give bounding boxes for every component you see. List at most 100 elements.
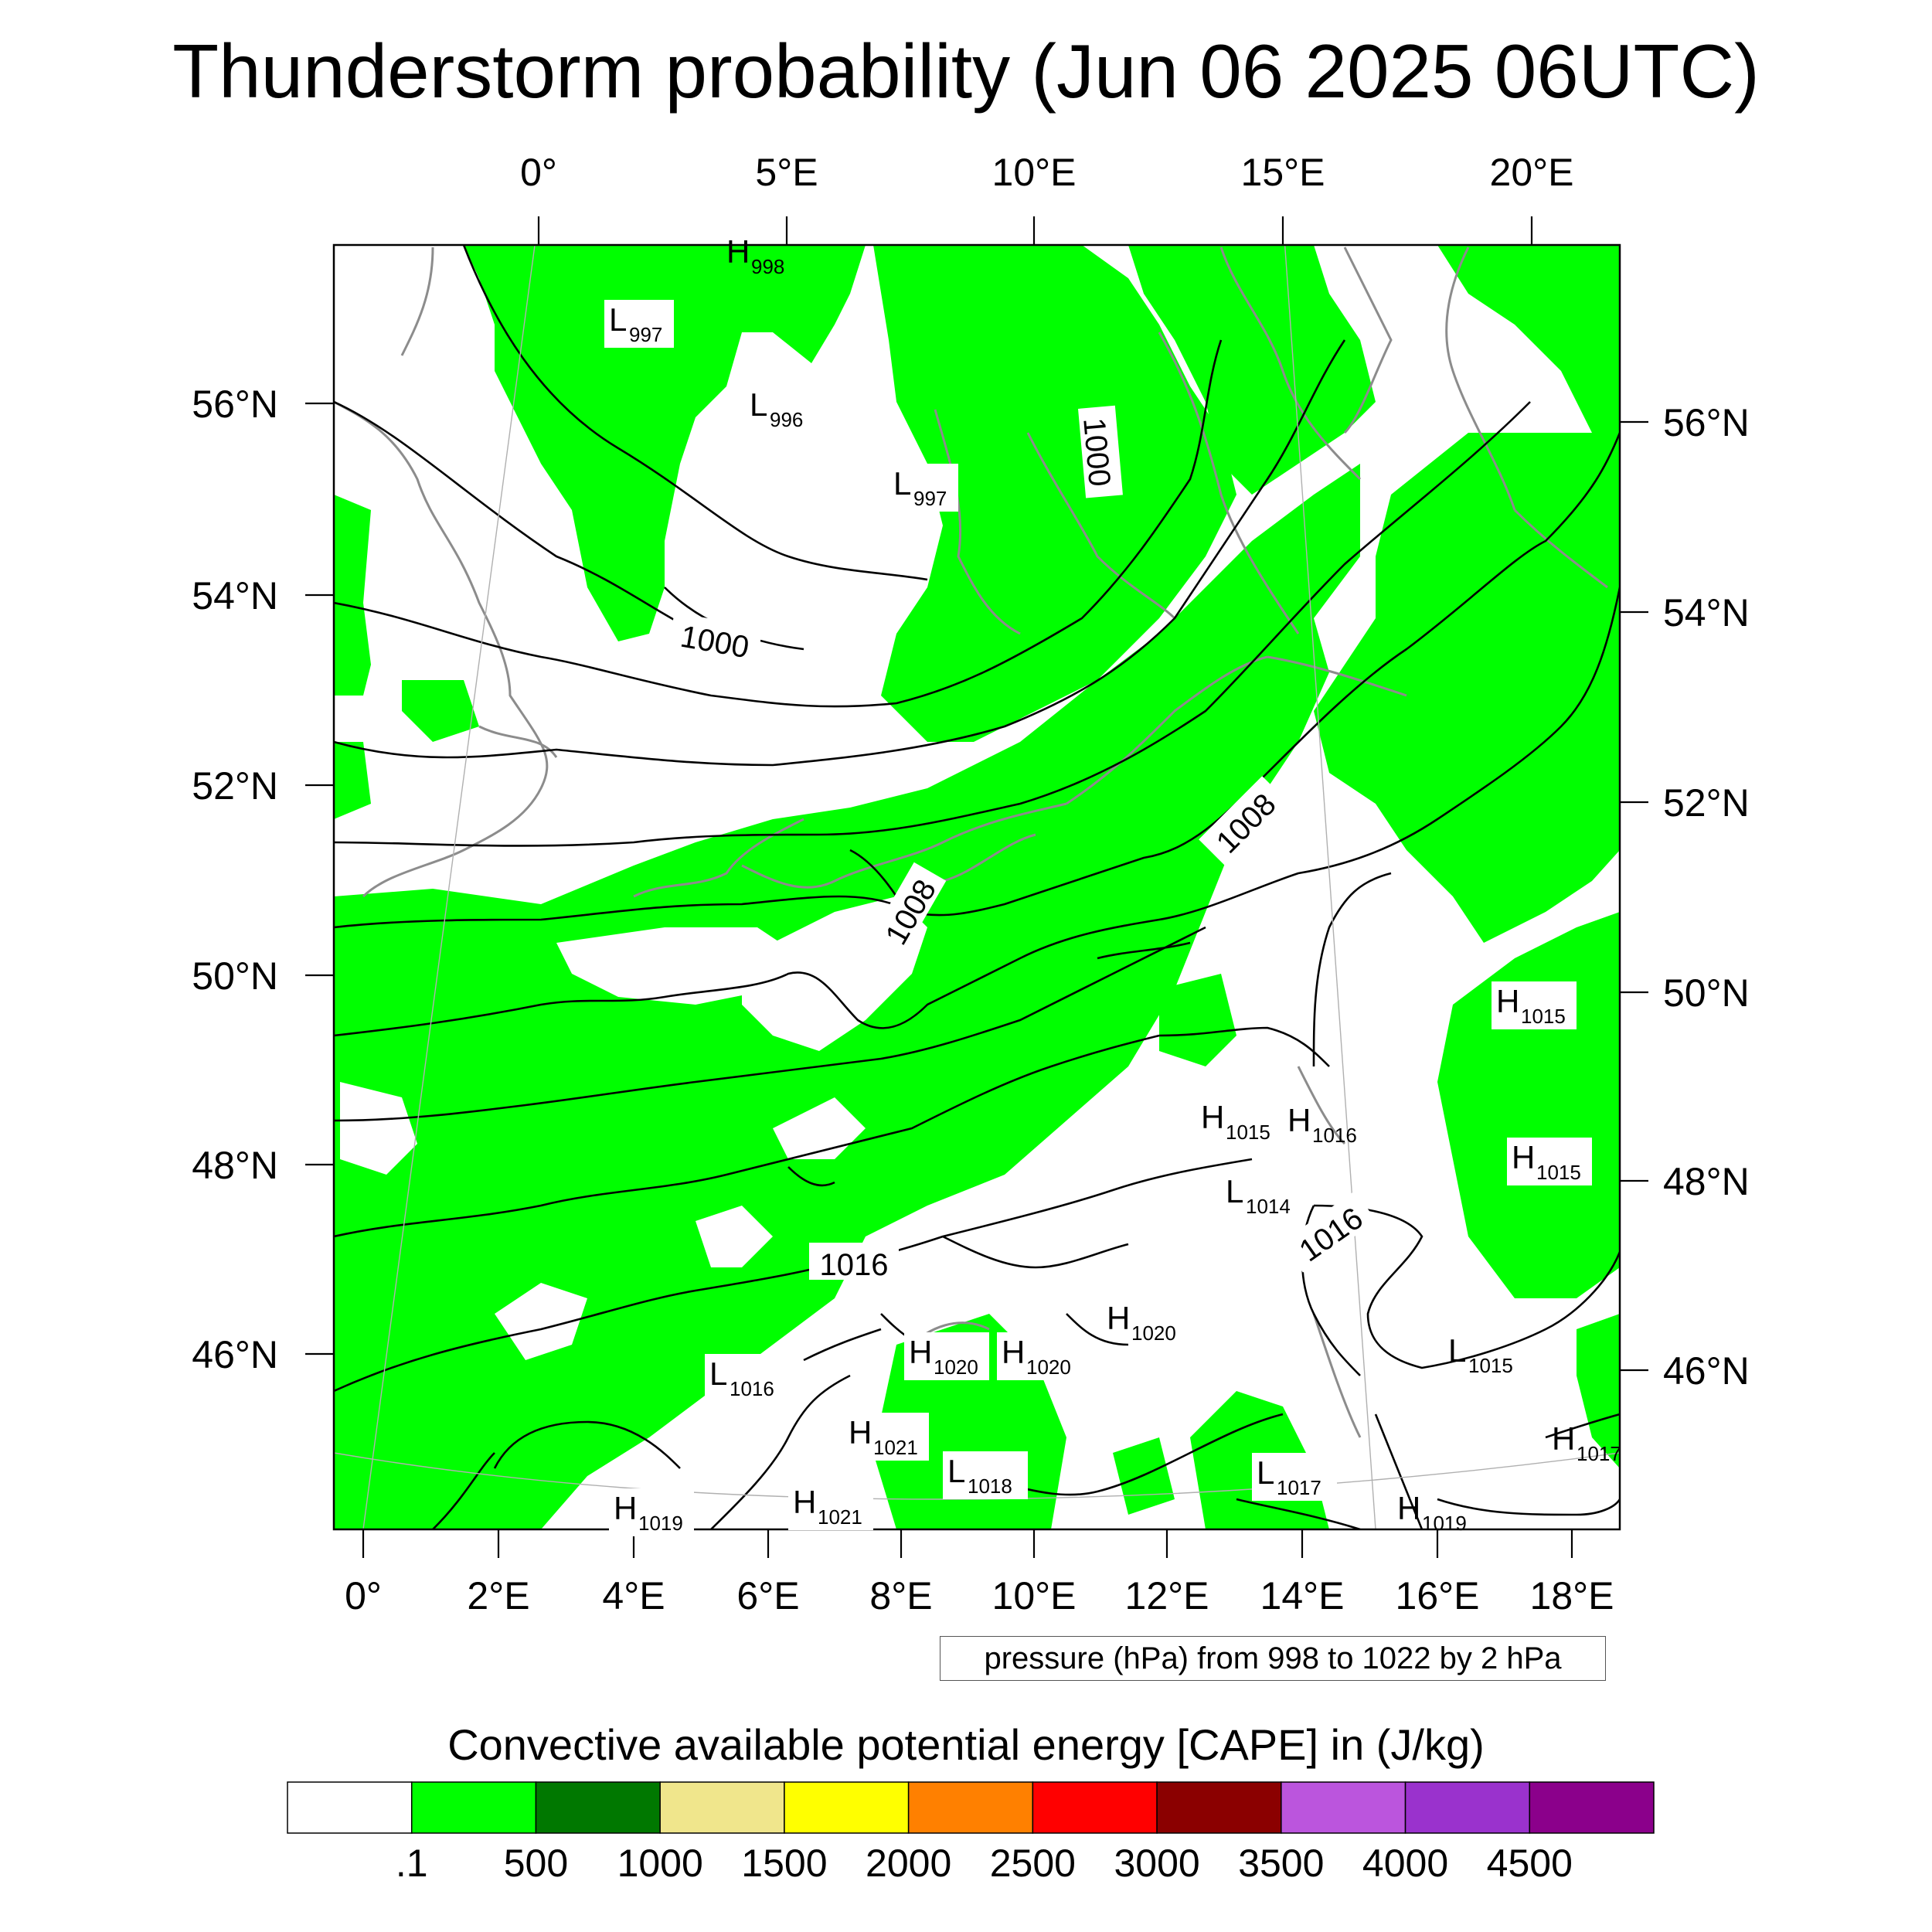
- svg-text:L: L: [1226, 1173, 1243, 1209]
- svg-text:1015: 1015: [1536, 1161, 1581, 1184]
- svg-text:1016: 1016: [1312, 1124, 1357, 1147]
- left-lat-label: 50°N: [192, 954, 278, 998]
- colorbar-label: 3000: [1114, 1842, 1199, 1885]
- pressure-center: H 1021: [788, 1482, 873, 1530]
- svg-text:L: L: [947, 1453, 965, 1489]
- axis-ticks: [305, 216, 1648, 1558]
- pressure-center: L 1014: [1221, 1172, 1306, 1219]
- left-lat-label: 52°N: [192, 764, 278, 808]
- svg-text:L: L: [750, 386, 767, 423]
- pressure-center: H 1021: [844, 1413, 929, 1461]
- left-lat-label: 56°N: [192, 383, 278, 426]
- svg-text:1021: 1021: [873, 1436, 918, 1459]
- right-lat-label: 54°N: [1663, 591, 1750, 634]
- bottom-lon-label: 2°E: [467, 1574, 529, 1617]
- colorbar-label: 2000: [866, 1842, 951, 1885]
- pressure-centers: H 998 L 997 L 996 L 997 H 1015 H 1015: [604, 233, 1621, 1536]
- chart-title: Thunderstorm probability (Jun 06 2025 06…: [172, 29, 1760, 114]
- right-lat-label: 52°N: [1663, 781, 1750, 825]
- svg-text:1017: 1017: [1277, 1476, 1321, 1499]
- pressure-center: L 1018: [943, 1451, 1028, 1499]
- svg-text:H: H: [1552, 1420, 1575, 1457]
- colorbar-label: 4000: [1362, 1842, 1448, 1885]
- bottom-lon-label: 0°: [345, 1574, 382, 1617]
- svg-text:H: H: [793, 1484, 816, 1520]
- pressure-center: L 996: [745, 385, 815, 433]
- top-lon-label: 5°E: [755, 151, 818, 194]
- colorbar-swatch: [1156, 1781, 1282, 1834]
- svg-text:1021: 1021: [818, 1505, 862, 1529]
- pressure-center: L 997: [604, 300, 674, 348]
- bottom-lon-labels: 0° 2°E 4°E 6°E 8°E 10°E 12°E 14°E 16°E 1…: [345, 1574, 1614, 1617]
- pressure-center: H 1019: [609, 1488, 694, 1536]
- svg-text:1018: 1018: [968, 1475, 1012, 1498]
- graticule: [334, 245, 1620, 1529]
- colorbar-label: 1500: [741, 1842, 827, 1885]
- bottom-lon-label: 16°E: [1396, 1574, 1480, 1617]
- pressure-center: H 1020: [904, 1332, 989, 1380]
- svg-text:1020: 1020: [1026, 1355, 1071, 1379]
- colorbar-swatch: [784, 1781, 910, 1834]
- svg-text:H: H: [726, 233, 750, 270]
- colorbar-label: 4500: [1487, 1842, 1573, 1885]
- svg-text:H: H: [1397, 1490, 1420, 1526]
- contour-note: pressure (hPa) from 998 to 1022 by 2 hPa: [940, 1636, 1606, 1681]
- svg-text:L: L: [709, 1355, 727, 1392]
- colorbar-label: 500: [504, 1842, 568, 1885]
- pressure-center: H 1019: [1397, 1490, 1467, 1535]
- colorbar-label: 1000: [617, 1842, 703, 1885]
- left-lat-labels: 56°N 54°N 52°N 50°N 48°N 46°N: [192, 383, 278, 1376]
- colorbar-swatch: [410, 1781, 537, 1834]
- svg-text:1015: 1015: [1521, 1005, 1566, 1028]
- colorbar-swatch: [1032, 1781, 1158, 1834]
- svg-text:997: 997: [913, 487, 947, 510]
- svg-text:1015: 1015: [1226, 1121, 1270, 1144]
- top-lon-label: 20°E: [1490, 151, 1574, 194]
- colorbar-swatch: [1404, 1781, 1531, 1834]
- svg-text:1017: 1017: [1577, 1442, 1621, 1465]
- svg-text:H: H: [1201, 1099, 1224, 1135]
- right-lat-label: 50°N: [1663, 971, 1750, 1015]
- bottom-lon-label: 6°E: [736, 1574, 799, 1617]
- svg-text:H: H: [1107, 1300, 1130, 1336]
- colorbar-title: Convective available potential energy [C…: [447, 1720, 1485, 1769]
- pressure-center: L 1017: [1252, 1453, 1337, 1501]
- svg-text:H: H: [1496, 983, 1519, 1019]
- bottom-lon-label: 4°E: [602, 1574, 665, 1617]
- svg-text:1014: 1014: [1246, 1195, 1291, 1218]
- left-lat-label: 48°N: [192, 1144, 278, 1187]
- svg-text:1020: 1020: [934, 1355, 978, 1379]
- svg-text:998: 998: [751, 255, 784, 278]
- colorbar-swatch: [1529, 1781, 1655, 1834]
- svg-text:L: L: [893, 465, 911, 502]
- left-lat-label: 46°N: [192, 1333, 278, 1376]
- colorbar-swatch: [535, 1781, 661, 1834]
- top-lon-labels: 0° 5°E 10°E 15°E 20°E: [520, 151, 1573, 194]
- right-lat-label: 48°N: [1663, 1160, 1750, 1203]
- svg-text:1016: 1016: [730, 1377, 774, 1400]
- pressure-center: L 997: [889, 464, 958, 512]
- svg-text:L: L: [609, 301, 627, 338]
- map-field: [334, 245, 1620, 1529]
- svg-text:L: L: [1257, 1454, 1274, 1491]
- colorbar-swatch: [287, 1781, 413, 1834]
- colorbar-swatch: [659, 1781, 785, 1834]
- svg-text:1015: 1015: [1468, 1354, 1513, 1377]
- isobar-label: 1016: [820, 1248, 889, 1282]
- colorbar-labels: .1 500 1000 1500 2000 2500 3000 3500 4000 4500: [396, 1842, 1573, 1885]
- svg-text:997: 997: [629, 323, 662, 346]
- svg-text:H: H: [1002, 1334, 1025, 1370]
- colorbar-label: 3500: [1238, 1842, 1324, 1885]
- bottom-lon-label: 10°E: [992, 1574, 1077, 1617]
- colorbar-label: 2500: [990, 1842, 1076, 1885]
- colorbar-swatch: [1281, 1781, 1406, 1834]
- right-lat-labels: 56°N 54°N 52°N 50°N 48°N 46°N: [1663, 401, 1750, 1393]
- colorbar-label: .1: [396, 1842, 428, 1885]
- pressure-center: H 1017: [1552, 1420, 1621, 1465]
- pressure-center: H 998: [726, 233, 784, 278]
- right-lat-label: 46°N: [1663, 1349, 1750, 1393]
- top-lon-label: 0°: [520, 151, 557, 194]
- pressure-center: H 1015: [1492, 981, 1577, 1029]
- svg-text:H: H: [1287, 1102, 1311, 1138]
